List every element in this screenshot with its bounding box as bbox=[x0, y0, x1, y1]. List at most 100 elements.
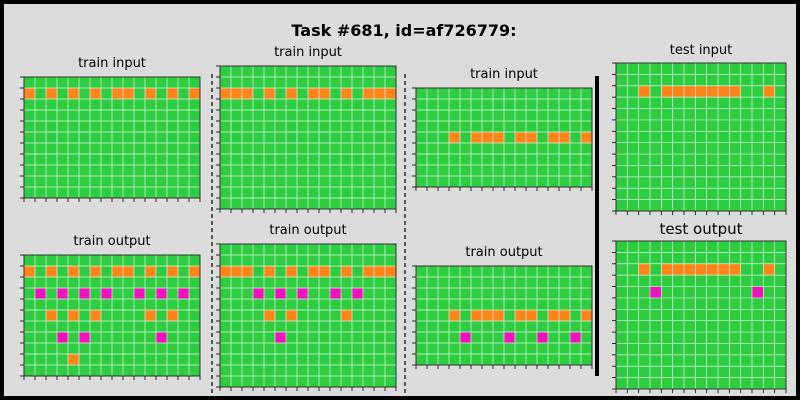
orange-cell bbox=[482, 310, 493, 321]
magenta-cell bbox=[297, 288, 308, 299]
orange-cell bbox=[341, 266, 352, 277]
orange-cell bbox=[264, 266, 275, 277]
orange-cell bbox=[729, 263, 741, 276]
test-input-label: test input bbox=[669, 43, 733, 58]
orange-cell bbox=[167, 310, 178, 321]
magenta-cell bbox=[79, 288, 90, 299]
pair2-input-grid bbox=[216, 65, 397, 213]
orange-cell bbox=[374, 88, 385, 99]
orange-cell bbox=[286, 88, 297, 99]
test-output-grid bbox=[612, 240, 787, 393]
magenta-cell bbox=[460, 332, 471, 343]
orange-cell bbox=[231, 88, 242, 99]
orange-cell bbox=[449, 132, 460, 143]
orange-cell bbox=[90, 88, 101, 99]
pair-separator bbox=[404, 74, 406, 396]
pair2-input-label: train input bbox=[274, 45, 342, 60]
orange-cell bbox=[449, 310, 460, 321]
orange-cell bbox=[24, 266, 35, 277]
orange-cell bbox=[493, 132, 504, 143]
orange-cell bbox=[581, 132, 592, 143]
orange-cell bbox=[220, 266, 231, 277]
orange-cell bbox=[68, 88, 79, 99]
orange-cell bbox=[763, 263, 775, 276]
orange-cell bbox=[112, 88, 123, 99]
orange-cell bbox=[548, 310, 559, 321]
test-input-grid bbox=[612, 62, 787, 215]
orange-cell bbox=[684, 85, 696, 98]
orange-cell bbox=[706, 85, 718, 98]
orange-cell bbox=[363, 88, 374, 99]
orange-cell bbox=[242, 88, 253, 99]
grid-background bbox=[616, 63, 786, 211]
orange-cell bbox=[123, 266, 134, 277]
orange-cell bbox=[145, 88, 156, 99]
orange-cell bbox=[526, 310, 537, 321]
orange-cell bbox=[695, 85, 707, 98]
magenta-cell bbox=[101, 288, 112, 299]
orange-cell bbox=[638, 263, 650, 276]
orange-cell bbox=[548, 132, 559, 143]
pair3-output-label: train output bbox=[465, 245, 543, 260]
orange-cell bbox=[308, 266, 319, 277]
orange-cell bbox=[68, 310, 79, 321]
orange-cell bbox=[581, 310, 592, 321]
orange-cell bbox=[189, 266, 200, 277]
magenta-cell bbox=[275, 332, 286, 343]
orange-cell bbox=[231, 266, 242, 277]
orange-cell bbox=[68, 354, 79, 365]
orange-cell bbox=[385, 88, 396, 99]
orange-cell bbox=[559, 132, 570, 143]
grid-border bbox=[615, 240, 787, 390]
orange-cell bbox=[220, 88, 231, 99]
pair2-output-grid bbox=[216, 243, 397, 391]
magenta-cell bbox=[134, 288, 145, 299]
magenta-cell bbox=[178, 288, 189, 299]
magenta-cell bbox=[352, 288, 363, 299]
orange-cell bbox=[68, 266, 79, 277]
orange-cell bbox=[145, 266, 156, 277]
pair1-output-label: train output bbox=[73, 234, 151, 249]
orange-cell bbox=[145, 310, 156, 321]
pair3-input-label: train input bbox=[470, 67, 538, 82]
test-separator bbox=[595, 76, 599, 376]
magenta-cell bbox=[156, 288, 167, 299]
orange-cell bbox=[374, 266, 385, 277]
orange-cell bbox=[90, 310, 101, 321]
orange-cell bbox=[718, 263, 730, 276]
orange-cell bbox=[471, 310, 482, 321]
magenta-cell bbox=[504, 332, 515, 343]
magenta-cell bbox=[79, 332, 90, 343]
orange-cell bbox=[46, 310, 57, 321]
orange-cell bbox=[286, 310, 297, 321]
magenta-cell bbox=[537, 332, 548, 343]
orange-cell bbox=[471, 132, 482, 143]
orange-cell bbox=[684, 263, 696, 276]
orange-cell bbox=[661, 85, 673, 98]
orange-cell bbox=[706, 263, 718, 276]
orange-cell bbox=[729, 85, 741, 98]
orange-cell bbox=[661, 263, 673, 276]
orange-cell bbox=[672, 85, 684, 98]
orange-cell bbox=[515, 132, 526, 143]
magenta-cell bbox=[570, 332, 581, 343]
orange-cell bbox=[695, 263, 707, 276]
orange-cell bbox=[112, 266, 123, 277]
orange-cell bbox=[90, 266, 101, 277]
orange-cell bbox=[308, 88, 319, 99]
magenta-cell bbox=[57, 332, 68, 343]
magenta-cell bbox=[35, 288, 46, 299]
orange-cell bbox=[46, 266, 57, 277]
pair3-output-grid bbox=[412, 265, 593, 369]
test-output-label: test output bbox=[659, 220, 743, 238]
orange-cell bbox=[123, 88, 134, 99]
orange-cell bbox=[264, 310, 275, 321]
magenta-cell bbox=[275, 288, 286, 299]
orange-cell bbox=[167, 88, 178, 99]
magenta-cell bbox=[752, 286, 764, 298]
orange-cell bbox=[24, 88, 35, 99]
magenta-cell bbox=[650, 286, 662, 298]
orange-cell bbox=[559, 310, 570, 321]
orange-cell bbox=[189, 88, 200, 99]
